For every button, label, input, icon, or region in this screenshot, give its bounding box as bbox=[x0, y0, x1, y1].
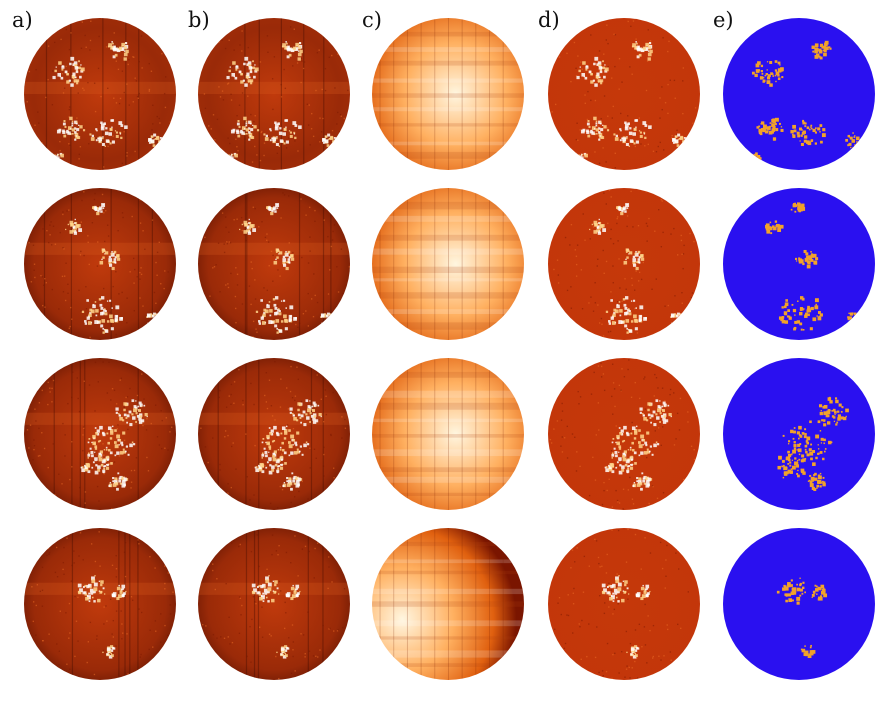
solar-disk-panel-r2-b bbox=[198, 188, 350, 340]
solar-disk-panel-r1-a bbox=[24, 18, 176, 170]
solar-disk-panel-r4-b bbox=[198, 528, 350, 680]
solar-disk-panel-r1-d bbox=[548, 18, 700, 170]
column-label-d: d) bbox=[538, 8, 560, 32]
solar-disk-panel-r2-e bbox=[723, 188, 875, 340]
solar-disk-panel-r2-d bbox=[548, 188, 700, 340]
solar-disk-panel-r1-c bbox=[372, 18, 524, 170]
solar-disk-panel-r4-d bbox=[548, 528, 700, 680]
solar-disk-panel-r3-d bbox=[548, 358, 700, 510]
solar-disk-panel-r4-c bbox=[372, 528, 524, 680]
solar-disk-panel-r3-a bbox=[24, 358, 176, 510]
solar-disk-panel-r1-b bbox=[198, 18, 350, 170]
solar-disk-panel-r1-e bbox=[723, 18, 875, 170]
column-label-b: b) bbox=[188, 8, 210, 32]
solar-disk-panel-r2-c bbox=[372, 188, 524, 340]
column-label-a: a) bbox=[12, 8, 33, 32]
solar-disk-panel-r3-e bbox=[723, 358, 875, 510]
solar-disk-panel-r4-a bbox=[24, 528, 176, 680]
solar-disk-panel-r3-c bbox=[372, 358, 524, 510]
column-label-c: c) bbox=[362, 8, 382, 32]
solar-disk-panel-r3-b bbox=[198, 358, 350, 510]
solar-disk-panel-r4-e bbox=[723, 528, 875, 680]
solar-disk-panel-r2-a bbox=[24, 188, 176, 340]
column-label-e: e) bbox=[713, 8, 734, 32]
